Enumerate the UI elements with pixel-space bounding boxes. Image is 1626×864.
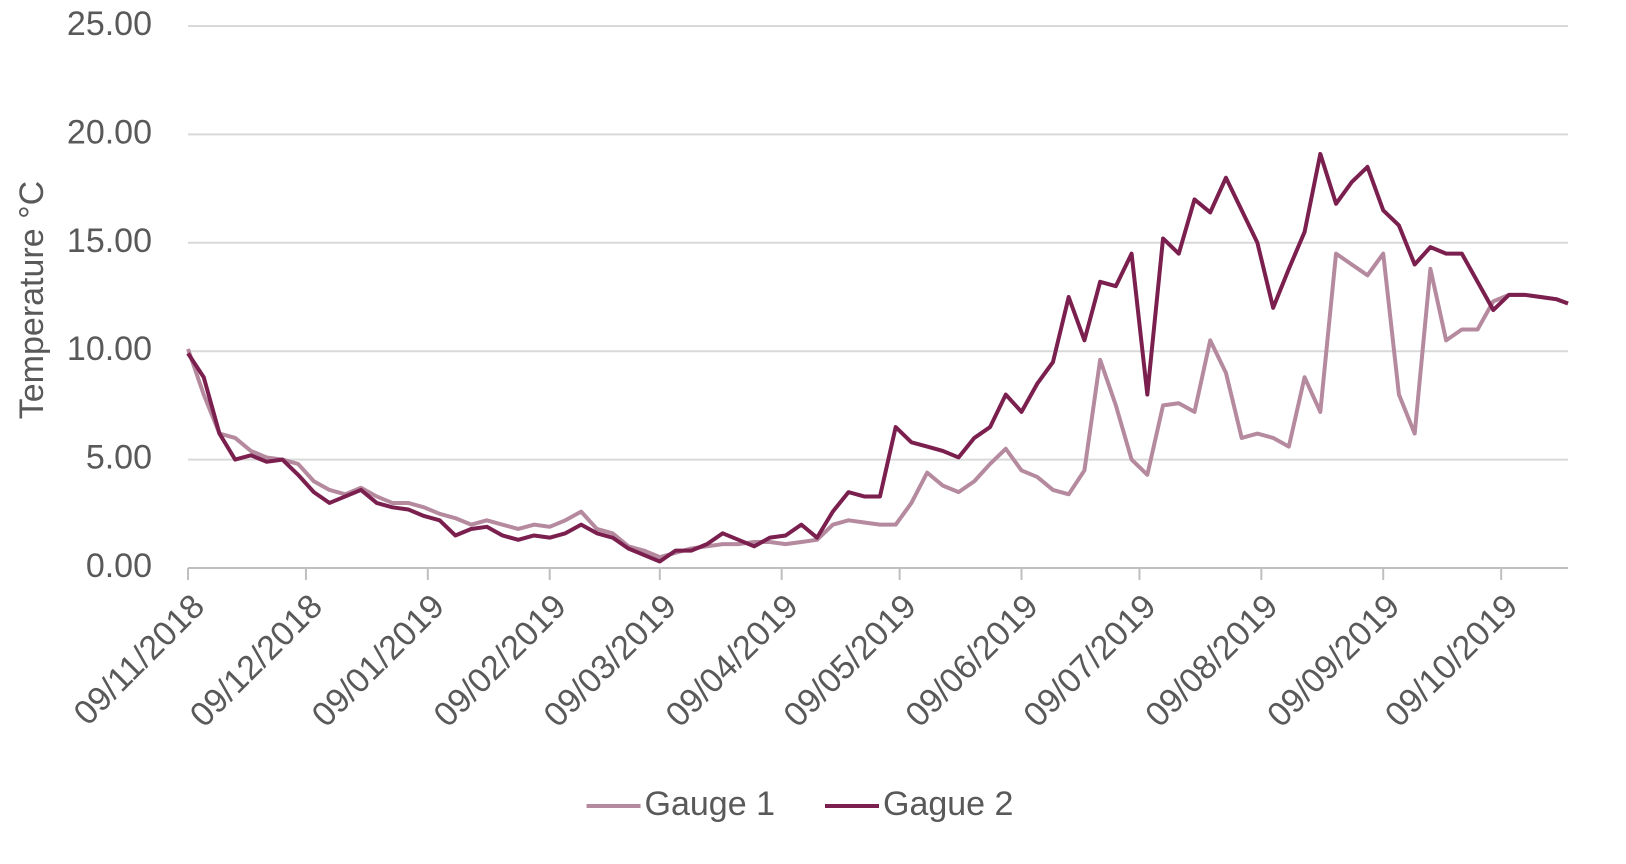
legend-label: Gauge 1	[645, 785, 775, 823]
y-tick-label: 0.00	[86, 547, 152, 585]
y-tick-label: 10.00	[67, 330, 152, 368]
y-axis-label: Temperature °C	[13, 181, 51, 419]
y-tick-label: 5.00	[86, 439, 152, 477]
series-line	[186, 251, 1569, 560]
y-tick-label: 25.00	[67, 5, 152, 43]
legend-label: Gague 2	[883, 785, 1013, 823]
series-line	[186, 151, 1569, 564]
y-tick-label: 15.00	[67, 222, 152, 260]
x-tick-label: 09/08/2019	[1138, 587, 1285, 734]
y-tick-label: 20.00	[67, 113, 152, 151]
x-tick-label: 09/01/2019	[305, 587, 452, 734]
